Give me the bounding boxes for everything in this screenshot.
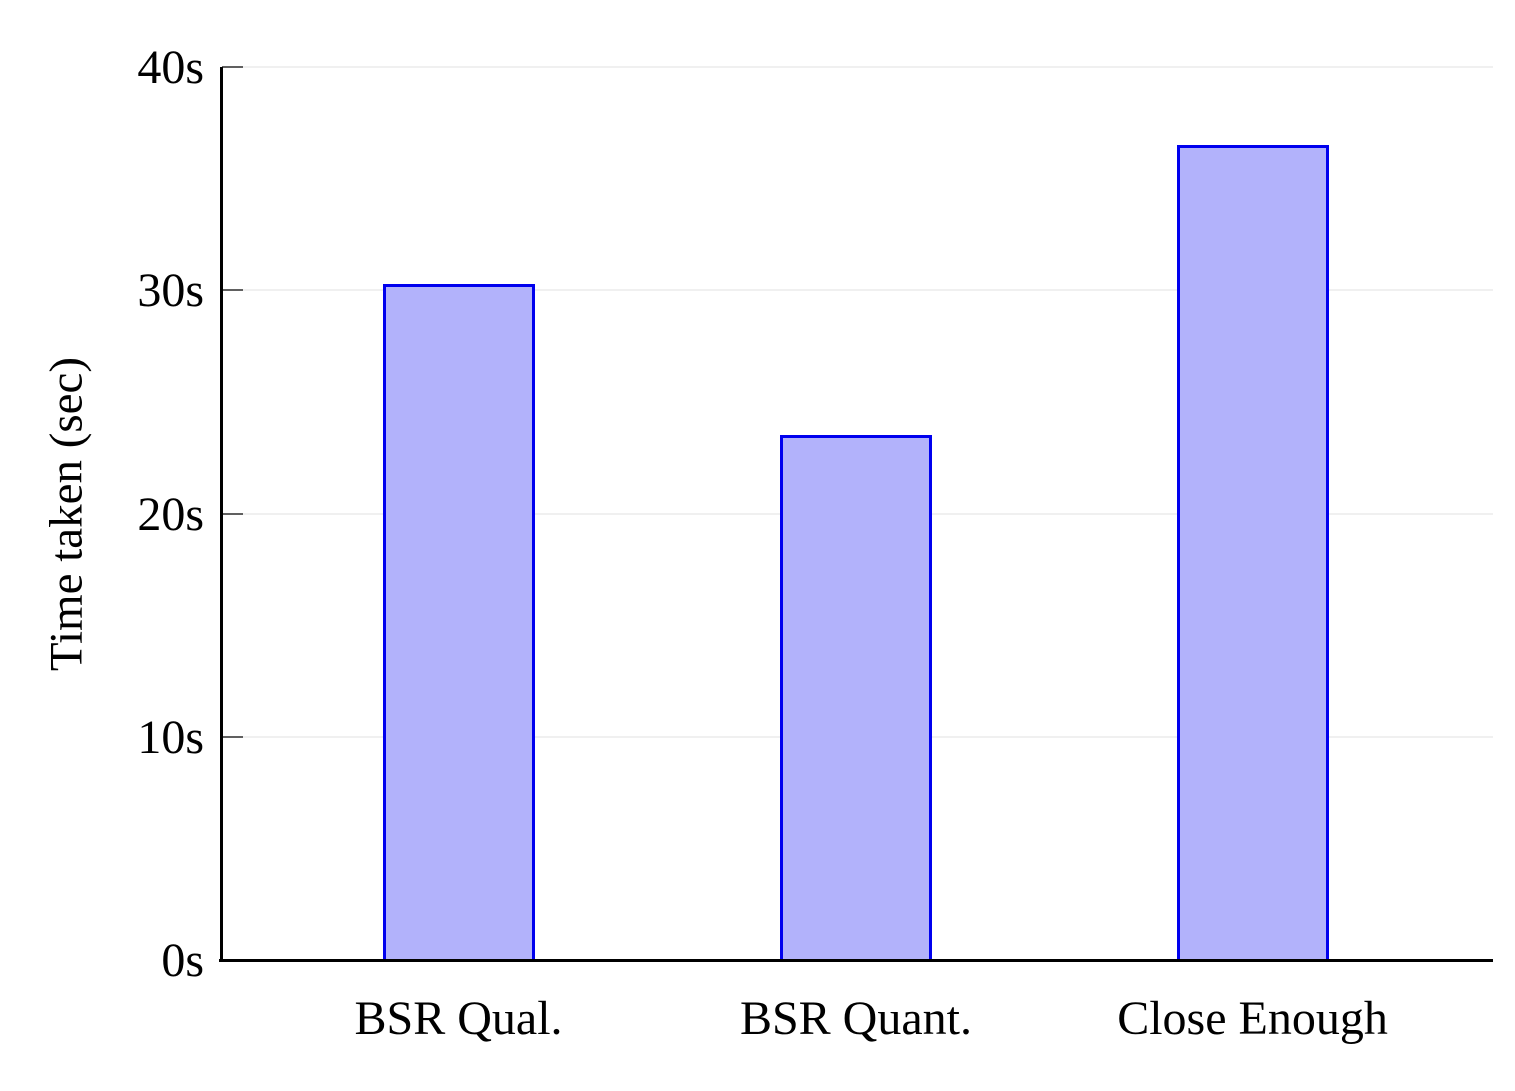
y-tick-label-40s: 40s bbox=[137, 41, 204, 94]
x-axis-line bbox=[219, 959, 1493, 962]
x-category-label-bsr-quant: BSR Quant. bbox=[739, 992, 972, 1045]
bar-close-enough bbox=[1176, 145, 1329, 960]
bar-bsr-quant bbox=[779, 435, 932, 960]
x-category-label-close-enough: Close Enough bbox=[1117, 992, 1388, 1045]
gridline-30s bbox=[222, 289, 1493, 292]
bar-bsr-qual bbox=[382, 283, 535, 960]
y-tick-mark-20s bbox=[222, 512, 243, 515]
y-tick-mark-40s bbox=[222, 66, 243, 68]
y-tick-label-20s: 20s bbox=[137, 487, 204, 541]
y-tick-mark-10s bbox=[222, 735, 243, 738]
plot-area bbox=[219, 66, 1493, 962]
gridline-40s bbox=[222, 66, 1493, 68]
x-category-label-bsr-qual: BSR Qual. bbox=[354, 992, 563, 1045]
y-tick-label-30s: 30s bbox=[137, 264, 204, 318]
y-tick-label-10s: 10s bbox=[137, 710, 204, 764]
y-tick-mark-30s bbox=[222, 289, 243, 292]
y-tick-label-0s: 0s bbox=[161, 934, 204, 987]
y-axis-line bbox=[220, 67, 223, 961]
